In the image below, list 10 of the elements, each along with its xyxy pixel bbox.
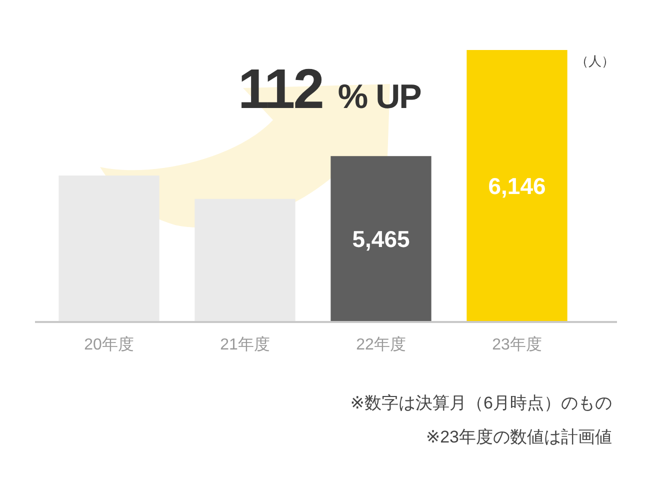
text: ※数字は決算月（6月時点）のもの <box>350 394 612 412</box>
annotation: 112 % UP <box>238 57 422 120</box>
x-tick-label: 21年度 <box>220 336 270 354</box>
x-tick-label: 22年度 <box>356 336 406 354</box>
y-axis-title: （人） <box>576 54 614 68</box>
data-label: 6,146 <box>488 173 546 199</box>
text: ※23年度の数値は計画値 <box>426 428 612 446</box>
x-tick-label: 23年度 <box>492 336 542 354</box>
data-label: 5,465 <box>352 226 410 252</box>
x-tick-label: 20年度 <box>84 336 134 354</box>
